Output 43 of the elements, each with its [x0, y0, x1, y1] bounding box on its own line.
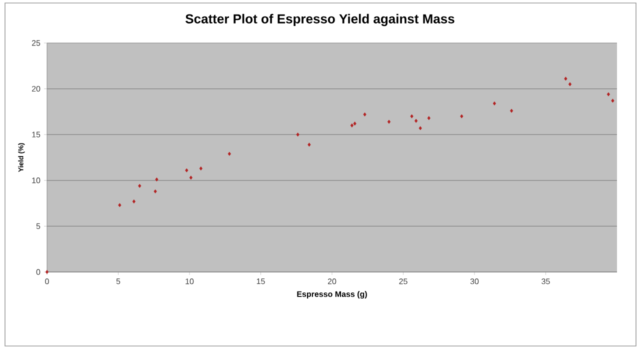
y-tick-label: 5	[36, 223, 40, 229]
point	[308, 142, 311, 147]
point	[189, 176, 192, 180]
point	[510, 108, 514, 113]
point	[492, 101, 496, 106]
y-tick-label: 10	[32, 178, 40, 184]
x-tick-label: 0	[45, 278, 49, 284]
chart-title: Scatter Plot of Espresso Yield against Mass	[186, 14, 454, 26]
point	[132, 199, 136, 204]
x-tick-label: 20	[328, 278, 336, 284]
x-tick-label: 5	[116, 278, 120, 284]
point	[363, 112, 366, 116]
point	[296, 132, 300, 137]
point	[427, 116, 430, 120]
x-tick-label: 30	[470, 278, 479, 284]
point	[460, 114, 464, 118]
point	[118, 203, 122, 208]
x-tick-label: 10	[186, 278, 194, 284]
point	[45, 270, 49, 274]
y-tick-label: 0	[36, 269, 40, 275]
point	[568, 82, 572, 86]
y-tick-label: 20	[32, 86, 40, 92]
point	[154, 189, 157, 194]
x-tick-label: 25	[399, 278, 408, 284]
point	[138, 184, 142, 188]
y-tick-label: 25	[32, 40, 40, 46]
x-axis-title: Espresso Mass (g)	[297, 291, 367, 299]
point	[564, 76, 568, 81]
point	[350, 123, 354, 128]
point	[353, 122, 356, 126]
point	[228, 152, 231, 156]
point	[606, 92, 610, 96]
point	[155, 177, 158, 182]
point	[199, 166, 202, 170]
point	[611, 98, 614, 103]
point	[414, 118, 418, 123]
y-tick-label: 15	[32, 132, 40, 138]
x-tick-label: 35	[542, 278, 550, 284]
point	[418, 126, 422, 130]
point	[387, 120, 391, 124]
point	[410, 114, 414, 118]
x-tick-label: 15	[256, 278, 265, 284]
point	[185, 168, 188, 172]
